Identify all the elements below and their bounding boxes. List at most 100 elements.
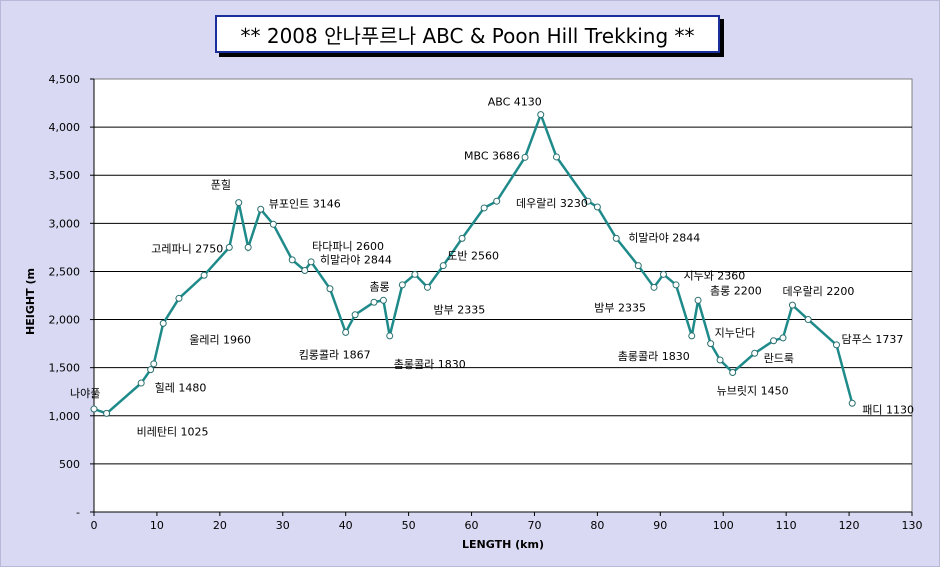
data-point xyxy=(439,262,447,270)
x-tick-label: 30 xyxy=(276,519,290,532)
data-point xyxy=(147,366,155,374)
chart-title-box: ** 2008 안나푸르나 ABC & Poon Hill Trekking *… xyxy=(215,15,720,53)
x-tick-labels: 0 10 20 30 40 50 60 70 80 90 100 110 120 130 xyxy=(91,519,923,532)
x-tick-label: 100 xyxy=(713,519,734,532)
data-point xyxy=(832,341,840,349)
data-point xyxy=(694,296,702,304)
waypoint-label: 도반 2560 xyxy=(447,250,499,263)
waypoint-label: 울레리 1960 xyxy=(189,333,251,346)
data-point xyxy=(90,405,98,413)
y-tick-labels: - 500 1,000 1,500 2,000 2,500 3,000 3,500 4,000 4… xyxy=(49,73,81,519)
data-point xyxy=(848,399,856,407)
x-tick-label: 40 xyxy=(339,519,353,532)
data-point xyxy=(103,409,111,417)
data-point xyxy=(804,316,812,324)
data-point xyxy=(150,360,158,368)
data-point xyxy=(634,262,642,270)
waypoint-label: 촘롱 xyxy=(369,280,389,293)
y-tick-label: 4,500 xyxy=(49,73,81,86)
waypoint-label: 킴롱콜라 1867 xyxy=(299,348,371,361)
waypoint-label: 란드룩 xyxy=(764,352,794,365)
x-axis-title: LENGTH (km) xyxy=(462,538,544,551)
waypoint-label: 촘롱 2200 xyxy=(710,284,762,297)
data-point xyxy=(351,311,359,319)
data-point xyxy=(493,197,501,205)
waypoint-label: 히말라야 2844 xyxy=(320,252,392,266)
waypoint-label: MBC 3686 xyxy=(464,149,520,162)
data-point xyxy=(307,258,315,266)
data-point xyxy=(386,332,394,340)
waypoint-label: 밤부 2335 xyxy=(594,301,646,314)
waypoint-label: 타다파니 2600 xyxy=(312,240,384,253)
data-point xyxy=(650,283,658,291)
x-tick-label: 110 xyxy=(776,519,797,532)
data-point xyxy=(159,319,167,327)
data-point xyxy=(244,243,252,251)
y-tick-label: 500 xyxy=(59,458,80,471)
data-point xyxy=(411,270,419,278)
data-point xyxy=(707,340,715,348)
y-tick-label: - xyxy=(76,506,80,519)
waypoint-label: 데우랄리 2200 xyxy=(782,285,854,298)
waypoint-label: 데우랄리 3230 xyxy=(516,197,588,210)
data-point xyxy=(537,111,545,119)
data-point xyxy=(379,296,387,304)
data-point xyxy=(659,270,667,278)
x-tick-label: 20 xyxy=(213,519,227,532)
waypoint-label: 비레탄티 1025 xyxy=(137,425,209,438)
waypoint-label: 푼힐 xyxy=(211,179,231,192)
x-tick-label: 130 xyxy=(902,519,923,532)
data-point xyxy=(370,298,378,306)
waypoint-label: 히말라야 2844 xyxy=(628,230,700,244)
data-point xyxy=(288,256,296,264)
data-point xyxy=(612,234,620,242)
data-point xyxy=(200,271,208,279)
waypoint-label: 밤부 2335 xyxy=(433,303,485,316)
data-point xyxy=(716,356,724,364)
y-tick-label: 3,000 xyxy=(49,217,81,230)
waypoint-label: 나야풀 xyxy=(70,387,100,400)
data-point xyxy=(751,349,759,357)
data-point xyxy=(584,197,592,205)
data-point xyxy=(779,334,787,342)
waypoint-label: 지누단다 xyxy=(715,327,755,340)
data-point xyxy=(342,328,350,336)
data-point xyxy=(398,281,406,289)
waypoint-label: ABC 4130 xyxy=(488,96,542,109)
y-tick-label: 1,500 xyxy=(49,362,81,375)
x-tick-label: 10 xyxy=(150,519,164,532)
data-point xyxy=(672,281,680,289)
data-point xyxy=(788,301,796,309)
data-point xyxy=(458,234,466,242)
data-point xyxy=(593,203,601,211)
x-tick-label: 120 xyxy=(839,519,860,532)
data-point xyxy=(521,153,529,161)
x-tick-label: 80 xyxy=(590,519,604,532)
data-point xyxy=(137,379,145,387)
waypoint-label: 패디 1130 xyxy=(862,403,914,416)
data-point xyxy=(552,153,560,161)
y-tick-label: 4,000 xyxy=(49,121,81,134)
data-point xyxy=(423,283,431,291)
x-tick-label: 0 xyxy=(91,519,98,532)
x-tick-label: 50 xyxy=(402,519,416,532)
x-tick-label: 70 xyxy=(527,519,541,532)
data-point xyxy=(688,332,696,340)
gridlines xyxy=(90,78,912,513)
data-point xyxy=(175,294,183,302)
y-tick-label: 2,500 xyxy=(49,265,81,278)
data-point xyxy=(269,220,277,228)
data-point xyxy=(480,204,488,212)
waypoint-label: 고레파니 2750 xyxy=(151,242,223,255)
waypoint-label: 촘롱콜라 1830 xyxy=(618,350,690,363)
waypoint-label: 뷰포인트 3146 xyxy=(269,197,341,210)
data-point xyxy=(770,337,778,345)
waypoint-label: 힐레 1480 xyxy=(155,382,207,395)
x-tick-label: 90 xyxy=(653,519,667,532)
y-tick-label: 2,000 xyxy=(49,314,81,327)
waypoint-label: 뉴브릿지 1450 xyxy=(717,384,789,397)
waypoint-label: 시누와 2360 xyxy=(683,269,745,282)
waypoint-label: 촘롱콜라 1830 xyxy=(394,358,466,371)
